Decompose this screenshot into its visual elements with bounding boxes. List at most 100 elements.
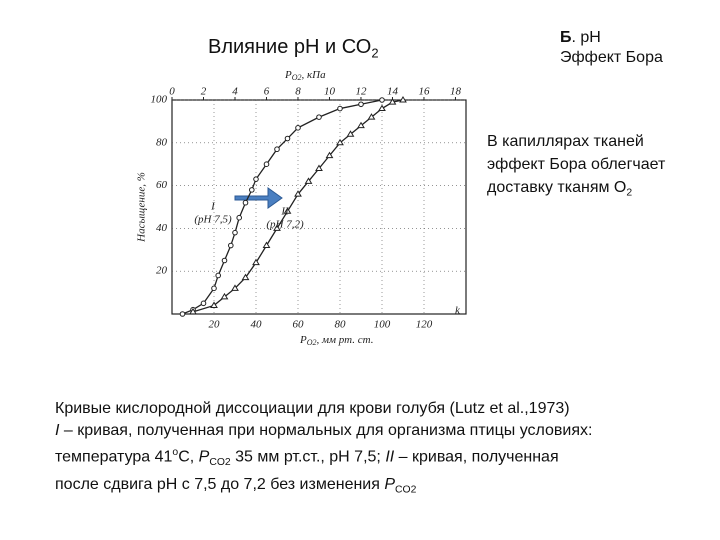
caption-italic: P [384,475,396,493]
x2-tick-label: 4 [232,86,238,98]
x2-tick-label: 2 [201,86,207,98]
x2-tick-label: 6 [264,86,270,98]
caption-line: Кривые кислородной диссоциации для крови… [55,400,570,417]
caption-line: после сдвига рН с 7,5 до 7,2 без изменен… [55,474,592,502]
point [211,285,217,292]
point [210,301,218,308]
x-tick-label: 80 [335,319,347,331]
point [220,292,229,300]
bullet-line: В капиллярах тканей [487,133,644,150]
point [189,307,197,315]
point [252,258,260,266]
label-main: P [299,334,307,346]
side-header: Б. рН Эффект Бора [560,28,663,68]
caption-sub: CO2 [209,456,231,468]
point [315,164,323,171]
bullet-sub: 2 [626,187,633,199]
point [295,125,301,131]
point [388,98,397,105]
caption-italic: P [198,448,210,466]
shift-arrow [234,187,283,209]
caption-sup: о [172,447,179,458]
y-axis-label: Насыщение, % [136,172,148,243]
caption-sub: CO2 [395,484,417,496]
caption-line: температура 41оС, PCO2 35 мм рт.ст., рН … [55,442,592,474]
point [236,214,242,221]
caption-text: С, [178,448,199,466]
caption: Кривые кислородной диссоциации для крови… [55,398,592,502]
point [179,311,186,317]
y-tick-label: 100 [151,94,168,106]
point [283,207,292,214]
label-main: P [284,69,292,81]
label-sub: O2 [307,338,317,347]
x2-tick-label: 14 [387,86,399,98]
point [325,151,334,159]
side-header-bold: Б [560,29,572,46]
label-sub: O2 [292,73,302,82]
bullet-line: эффект Бора облегчает [487,156,666,173]
point [228,242,234,249]
caption-text: 35 мм рт.ст., рН 7,5; [230,448,386,466]
x-tick-label: 60 [293,319,305,331]
point [253,176,259,182]
point [337,105,343,112]
point [263,161,270,167]
y-tick-label: 20 [156,265,168,277]
point [358,101,364,108]
caption-text: температура 41 [55,448,173,466]
point [262,241,271,249]
caption-text: – кривая, полученная [394,448,559,466]
x-axis-label: PO2, мм рт. ст. [299,334,373,347]
plot-frame [171,99,467,315]
caption-text: – кривая, полученная при нормальных для … [59,422,593,439]
series-label: (pH 7,5) [194,214,232,226]
x2-tick-label: 12 [355,86,367,98]
x2-tick-label: 10 [324,86,336,98]
caption-italic: II [385,448,395,466]
caption-italic: I [55,422,60,439]
title-sub: 2 [371,45,379,61]
point [241,273,250,281]
y-tick-label: 60 [156,179,168,191]
point [336,138,344,146]
label-unit: , мм рт. ст. [317,334,374,346]
point [284,135,291,142]
annotation: k [455,305,461,317]
series-label: II [280,206,290,218]
point [304,177,313,184]
point [231,284,239,291]
caption-line: I – кривая, полученная при нормальных дл… [55,420,592,442]
label-unit: , кПа [302,69,327,81]
x-tick-label: 40 [251,319,263,331]
x2-tick-label: 8 [295,86,301,98]
point [274,146,280,153]
x2-axis-label: PO2, кПа [284,69,326,82]
point [357,121,365,129]
x2-tick-label: 18 [450,86,462,98]
slide-title: Влияние рН и СО2 [208,36,379,61]
point [379,97,385,103]
side-header-line: Эффект Бора [560,49,663,66]
side-header-rest: . рН [571,29,601,46]
y-tick-label: 80 [156,136,168,148]
point [273,224,281,231]
point [221,257,228,264]
series-label: (pH 7,2) [266,219,304,231]
x-tick-label: 20 [209,319,221,331]
title-text: Влияние рН и СО [208,36,372,58]
point [316,114,322,120]
point [200,300,207,307]
y-tick-label: 40 [156,222,168,234]
series-label: I [210,201,216,213]
caption-text: после сдвига рН с 7,5 до 7,2 без изменен… [55,475,385,493]
point [249,187,255,193]
point [378,104,386,112]
x-tick-label: 100 [374,319,391,331]
x2-tick-label: 16 [418,86,430,98]
point [294,190,302,197]
side-header-line: Б. рН [560,28,663,48]
point [215,272,221,279]
x-tick-label: 120 [416,319,433,331]
